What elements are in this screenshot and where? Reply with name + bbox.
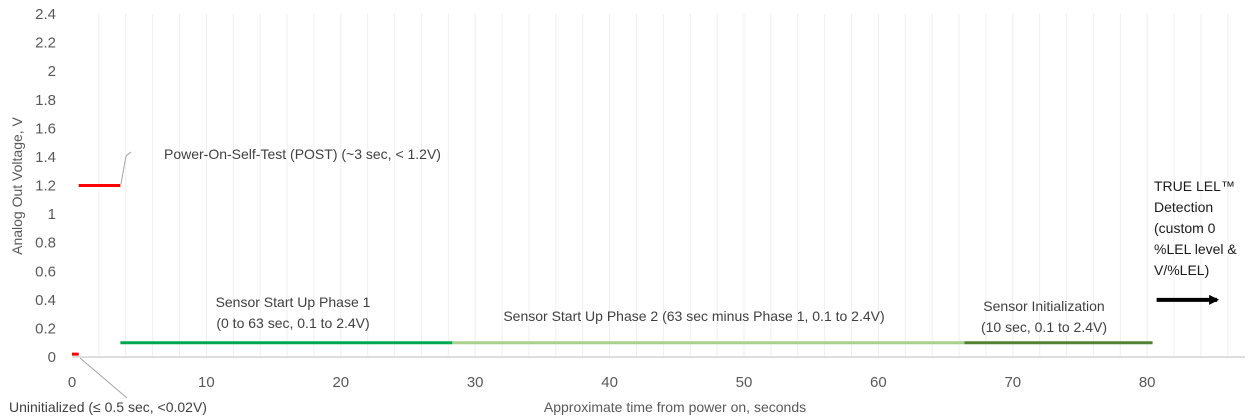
annotation-init: Sensor Initialization <box>983 298 1104 314</box>
grid <box>98 14 1229 357</box>
x-tick-label: 40 <box>601 374 618 391</box>
leader-line-uninit <box>79 357 128 399</box>
annotation-uninit: Uninitialized (≤ 0.5 sec, <0.02V) <box>9 399 207 415</box>
x-tick-labels: 0 10 20 30 40 50 60 70 80 <box>68 374 1156 391</box>
annotation-phase1: (0 to 63 sec, 0.1 to 2.4V) <box>216 315 369 331</box>
annotations: Power-On-Self-Test (POST) (~3 sec, < 1.2… <box>9 146 1237 415</box>
x-tick-label: 60 <box>870 374 887 391</box>
y-tick-label: 1.6 <box>35 120 56 137</box>
x-tick-label: 30 <box>467 374 484 391</box>
y-tick-label: 1.2 <box>35 178 56 195</box>
series <box>72 184 1220 356</box>
y-tick-label: 2.2 <box>35 35 56 52</box>
x-tick-label: 80 <box>1139 374 1156 391</box>
y-tick-label: 0.4 <box>35 292 56 309</box>
annotation-post: Power-On-Self-Test (POST) (~3 sec, < 1.2… <box>164 146 441 162</box>
x-tick-label: 10 <box>198 374 215 391</box>
annotation-init: (10 sec, 0.1 to 2.4V) <box>981 319 1107 335</box>
x-tick-label: 70 <box>1004 374 1021 391</box>
annotation-detect: (custom 0 <box>1154 220 1216 236</box>
leader-line-post <box>120 151 132 185</box>
annotation-detect: TRUE LEL™ <box>1154 178 1235 194</box>
y-tick-label: 1 <box>48 206 56 223</box>
annotation-phase2: Sensor Start Up Phase 2 (63 sec minus Ph… <box>503 308 884 324</box>
y-tick-label: 0.8 <box>35 235 56 252</box>
annotation-detect: Detection <box>1154 199 1213 215</box>
y-tick-label: 1.8 <box>35 92 56 109</box>
x-axis-title: Approximate time from power on, seconds <box>544 399 806 415</box>
y-axis-title: Analog Out Voltage, V <box>9 116 25 254</box>
x-tick-label: 20 <box>332 374 349 391</box>
y-tick-label: 1.4 <box>35 149 56 166</box>
annotation-detect: %LEL level & <box>1154 241 1237 257</box>
annotation-phase1: Sensor Start Up Phase 1 <box>216 294 371 310</box>
x-tick-label: 0 <box>68 374 76 391</box>
leader-lines <box>79 151 132 399</box>
y-tick-label: 0 <box>48 349 56 366</box>
annotation-detect: V/%LEL) <box>1154 262 1209 278</box>
y-tick-label: 2.4 <box>35 6 56 23</box>
y-tick-labels: 0 0.2 0.4 0.6 0.8 1 1.2 1.4 1.6 1.8 2 2.2 2.4 <box>35 6 56 366</box>
y-tick-label: 0.2 <box>35 320 56 337</box>
y-tick-label: 2 <box>48 63 56 80</box>
y-tick-label: 0.6 <box>35 263 56 280</box>
x-tick-label: 50 <box>736 374 753 391</box>
